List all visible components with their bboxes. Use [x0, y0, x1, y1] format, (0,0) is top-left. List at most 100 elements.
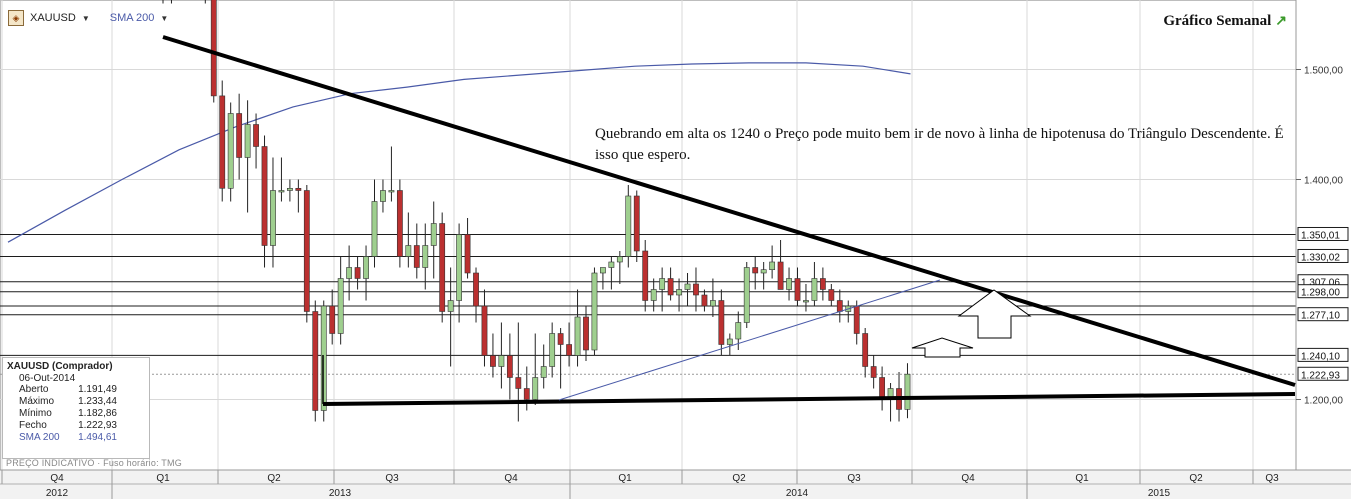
support-base-line [322, 392, 1296, 406]
info-value: 1.233,44 [78, 396, 117, 407]
candle-body [413, 245, 420, 268]
candle-body [803, 300, 809, 303]
candle-body [676, 289, 682, 296]
candle-body [726, 338, 733, 345]
candle-body [879, 377, 885, 400]
candle-body [396, 190, 403, 257]
candle-body [236, 113, 243, 158]
candle-body [490, 355, 496, 367]
chart-title-text: Gráfico Semanal [1163, 13, 1272, 29]
candle-body [600, 267, 606, 274]
instrument-icon: ◈ [8, 10, 24, 26]
candle-body [693, 283, 699, 296]
info-box-title: XAUUSD (Comprador) [7, 361, 113, 372]
candle-body [574, 316, 581, 356]
candle-body [286, 188, 293, 191]
candle-body [405, 245, 412, 257]
horizontal-levels [0, 233, 1296, 375]
y-tick-label: 1.500,00 [1304, 66, 1343, 77]
info-row-sma: SMA 200 1.494,61 [3, 432, 149, 444]
candle-body [650, 289, 657, 301]
chart-title: Gráfico Semanal ↗ [1163, 13, 1287, 30]
price-level-tag [1297, 248, 1349, 263]
candle-body [329, 305, 336, 334]
candle-body [836, 300, 843, 312]
indicator-label[interactable]: SMA 200 [109, 12, 155, 24]
candle-body [701, 294, 708, 307]
candle-body [354, 267, 361, 279]
quarter-label: Q4 [50, 473, 64, 484]
candle-body [642, 250, 649, 301]
candle-body [227, 113, 234, 189]
sma-200-line [7, 62, 911, 243]
chevron-down-icon[interactable]: ▼ [81, 13, 90, 23]
candle-body [371, 201, 378, 257]
info-row-close: Fecho 1.222,93 [3, 420, 149, 432]
candle-body [743, 267, 750, 323]
candle-body [709, 300, 716, 307]
info-row-high: Máximo 1.233,44 [3, 396, 149, 408]
info-label: Aberto [19, 384, 49, 395]
candle-body [786, 278, 792, 290]
candle-body [506, 355, 513, 378]
quarter-label: Q2 [267, 473, 281, 484]
candle-body [616, 256, 623, 263]
y-tick-label: 1.200,00 [1304, 396, 1343, 407]
info-label: SMA 200 [19, 432, 60, 443]
candle-body [481, 305, 488, 356]
candle-body [532, 377, 539, 400]
candle-body [363, 256, 369, 279]
candle-body [346, 267, 353, 279]
footer-note: PREÇO INDICATIVO · Fuso horário: TMG [6, 458, 182, 468]
price-level-label: 1.222,93 [1301, 370, 1340, 381]
up-arrow-large [957, 289, 1032, 339]
candle-body [811, 278, 818, 301]
candle-body [752, 267, 759, 274]
symbol-label[interactable]: XAUUSD [30, 12, 76, 24]
price-level-label: 1.277,10 [1301, 311, 1340, 322]
info-row-low: Mínimo 1.182,86 [3, 408, 149, 420]
candle-body [591, 272, 598, 351]
quarter-label: Q2 [1189, 473, 1203, 484]
info-value: 1.494,61 [78, 432, 117, 443]
candle-body [777, 261, 784, 290]
candle-body [828, 289, 835, 301]
info-box-date: 06-Out-2014 [19, 373, 76, 384]
price-level-tag [1297, 226, 1349, 241]
year-label: 2015 [1148, 488, 1171, 499]
candle-body [430, 223, 437, 246]
candle-body [422, 245, 429, 268]
annotation-text: Quebrando em alta os 1240 o Preço pode m… [595, 126, 1284, 163]
year-label: 2012 [46, 488, 69, 499]
year-label: 2014 [786, 488, 809, 499]
info-label: Fecho [19, 420, 47, 431]
quarter-label: Q2 [732, 473, 746, 484]
ohlc-info-box: XAUUSD (Comprador) 06-Out-2014 Aberto 1.… [2, 357, 150, 459]
candle-body [735, 322, 742, 340]
candle-body [566, 344, 572, 356]
year-label: 2013 [329, 488, 352, 499]
quarter-label: Q1 [618, 473, 632, 484]
candle-body [337, 278, 344, 334]
info-label: Mínimo [19, 408, 52, 419]
candle-body [270, 190, 276, 246]
quarter-label: Q4 [961, 473, 975, 484]
trend-up-icon: ↗ [1275, 14, 1287, 29]
price-level-tag [1297, 284, 1349, 299]
candle-body [667, 278, 674, 296]
sma-200-polyline [7, 62, 911, 243]
candle-body [523, 388, 530, 400]
candle-body [633, 195, 640, 252]
price-level-label: 1.307,06 [1301, 278, 1340, 289]
chevron-down-icon[interactable]: ▼ [160, 13, 169, 23]
candle-body [447, 300, 454, 312]
candle-body [583, 316, 589, 351]
candle-body [760, 269, 767, 274]
quarter-label: Q3 [1265, 473, 1279, 484]
candle-body [870, 366, 877, 378]
candle-body [718, 300, 725, 345]
candles [162, 0, 911, 422]
candle-body [210, 0, 217, 97]
